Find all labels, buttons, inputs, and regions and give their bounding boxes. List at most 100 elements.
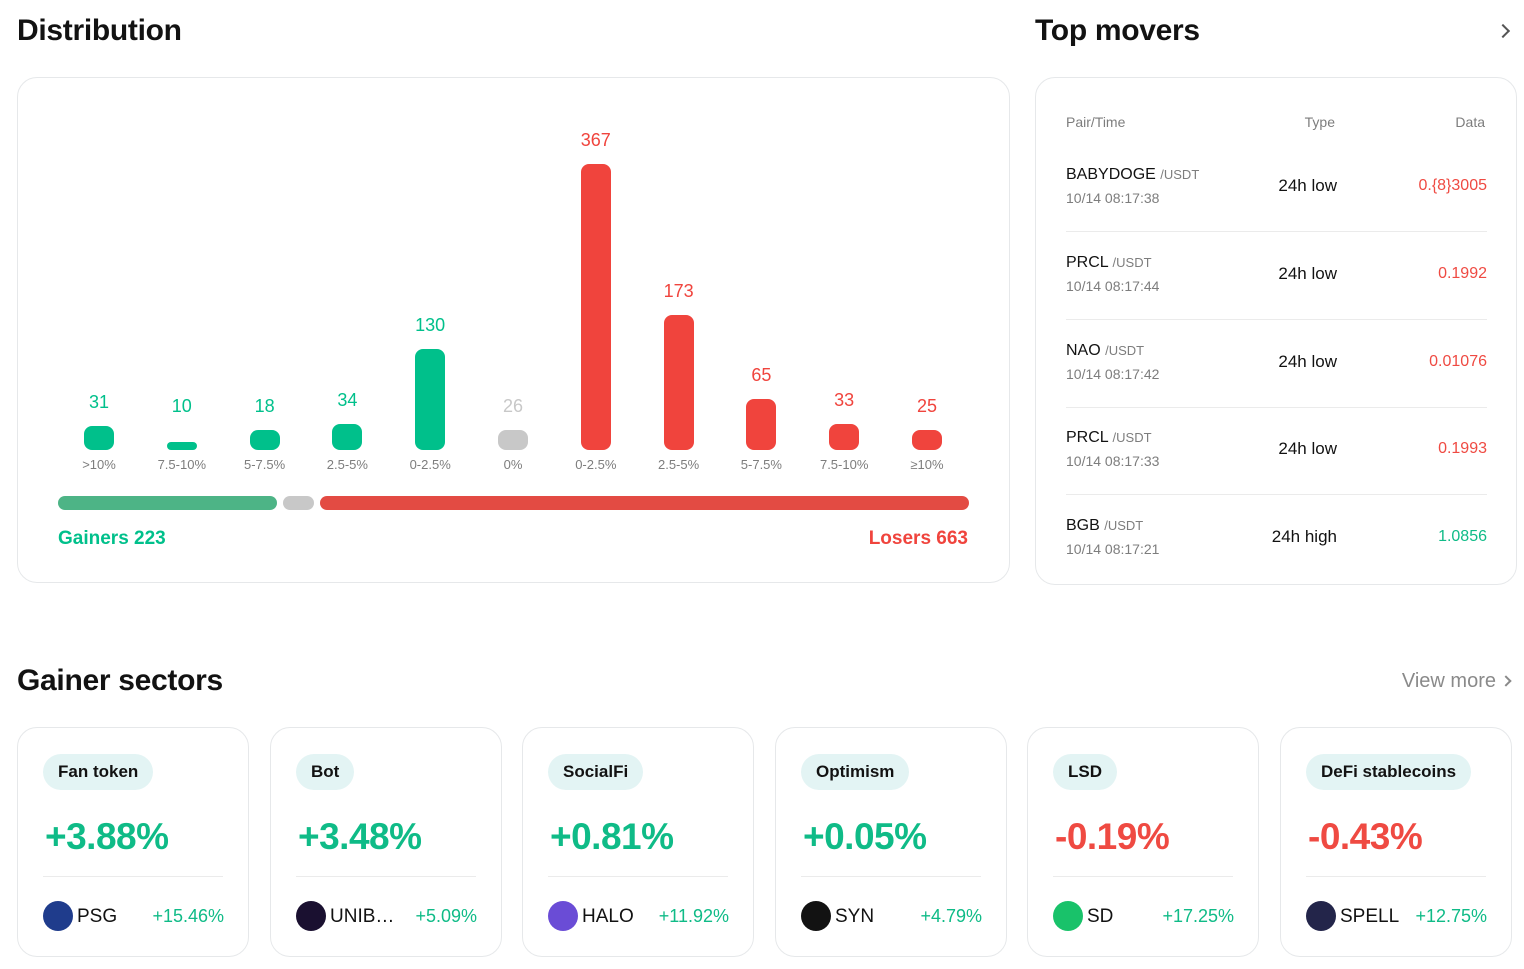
sector-tag: Optimism	[801, 754, 910, 790]
mover-data: 1.0856	[1438, 528, 1487, 545]
bar-value-label: 25	[916, 396, 938, 416]
sector-card[interactable]: Bot +3.48% UNIBOT +5.09%	[270, 727, 502, 957]
sector-change: -0.43%	[1308, 816, 1423, 857]
mover-time: 10/14 08:17:44	[1066, 278, 1160, 294]
losers-split-bar	[320, 496, 969, 510]
sector-card[interactable]: DeFi stablecoins -0.43% SPELL +12.75%	[1280, 727, 1512, 957]
coin-name: SD	[1087, 906, 1114, 927]
divider	[43, 876, 223, 877]
divider	[548, 876, 728, 877]
divider	[1053, 876, 1233, 877]
bar[interactable]	[912, 430, 942, 450]
bar[interactable]	[746, 399, 777, 450]
sector-change: +0.81%	[550, 816, 674, 857]
spell-coin-icon	[1306, 901, 1336, 931]
halo-coin-icon	[548, 901, 578, 931]
bar-value-label: 65	[751, 365, 772, 385]
mover-type: 24h low	[1278, 439, 1337, 458]
sector-card[interactable]: SocialFi +0.81% HALO +11.92%	[522, 727, 754, 957]
coin-name: UNIBOT	[330, 906, 396, 927]
bar-value-label: 26	[502, 396, 524, 416]
sector-tag: DeFi stablecoins	[1306, 754, 1472, 790]
mover-pair-base: BABYDOGE	[1066, 166, 1156, 183]
distribution-card: 31 >10% 10 7.5-10% 18 5-7.5% 34 2.5-5% 130 0-2.5%…	[17, 77, 1010, 583]
top-movers-title[interactable]: Top movers	[1035, 14, 1200, 47]
bar-category-label: >10%	[82, 457, 116, 472]
sector-card[interactable]: LSD -0.19% SD +17.25%	[1027, 727, 1259, 957]
top-movers-card: Pair/Time Type Data BABYDOGE /USDT 10/14…	[1035, 77, 1517, 585]
mover-row[interactable]: PRCL /USDT 10/14 08:17:33 24h low 0.1993	[1066, 407, 1487, 495]
coin-change: +15.46%	[152, 906, 224, 926]
bar[interactable]	[166, 442, 197, 450]
bar-category-label: ≥10%	[910, 457, 944, 472]
sector-tag: LSD	[1053, 754, 1117, 790]
bar[interactable]	[415, 349, 446, 450]
bar[interactable]	[332, 424, 363, 450]
mover-pair-quote: /USDT	[1160, 167, 1200, 182]
view-more-link[interactable]: View more	[1402, 670, 1496, 693]
mover-pair-quote: /USDT	[1112, 255, 1152, 270]
mover-type: 24h high	[1271, 527, 1337, 546]
bar-value-label: 31	[88, 392, 110, 412]
mover-data: 0.{8}3005	[1418, 177, 1487, 194]
mover-time: 10/14 08:17:21	[1066, 541, 1160, 557]
coin-change: +4.79%	[920, 906, 982, 926]
mover-pair-base: PRCL	[1066, 254, 1109, 271]
sector-tag: SocialFi	[548, 754, 644, 790]
bar[interactable]	[249, 430, 280, 450]
mover-row[interactable]: BGB /USDT 10/14 08:17:21 24h high 1.0856	[1066, 495, 1487, 583]
mover-row[interactable]: PRCL /USDT 10/14 08:17:44 24h low 0.1992	[1066, 232, 1487, 320]
gainers-split-bar	[58, 496, 277, 510]
bar-value-label: 173	[663, 281, 694, 301]
mover-data: 0.1992	[1438, 265, 1487, 282]
view-more-chevron-right-icon[interactable]	[1500, 675, 1512, 687]
coin-change: +17.25%	[1162, 906, 1234, 926]
sector-card[interactable]: Fan token +3.88% PSG +15.46%	[17, 727, 249, 957]
coin-change: +12.75%	[1415, 906, 1487, 926]
pair-time-header: Pair/Time	[1066, 114, 1126, 130]
mover-row[interactable]: BABYDOGE /USDT 10/14 08:17:38 24h low 0.…	[1066, 144, 1487, 232]
bar-category-label: 5-7.5%	[740, 457, 782, 472]
bar-category-label: 2.5-5%	[657, 457, 700, 472]
flat-split-bar	[283, 496, 314, 510]
coin-name: HALO	[582, 906, 634, 927]
data-header: Data	[1455, 114, 1485, 130]
syn-coin-icon	[801, 901, 831, 931]
sector-card[interactable]: Optimism +0.05% SYN +4.79%	[775, 727, 1007, 957]
bar-category-label: 0-2.5%	[409, 457, 451, 472]
mover-type: 24h low	[1278, 264, 1337, 283]
divider	[1306, 876, 1486, 877]
bar-category-label: 5-7.5%	[243, 457, 286, 472]
sector-change: +0.05%	[803, 816, 927, 857]
mover-time: 10/14 08:17:33	[1066, 453, 1160, 469]
mover-pair-base: BGB	[1066, 517, 1100, 534]
unibot-coin-icon	[296, 901, 326, 931]
mover-pair-quote: /USDT	[1105, 343, 1145, 358]
mover-pair-base: PRCL	[1066, 429, 1109, 446]
coin-name: SYN	[835, 906, 875, 927]
mover-time: 10/14 08:17:38	[1066, 190, 1160, 206]
sector-change: +3.88%	[45, 816, 169, 857]
mover-pair-base: NAO	[1066, 342, 1101, 359]
bar[interactable]	[663, 315, 694, 450]
top-movers-chevron-right-icon[interactable]	[1495, 23, 1511, 39]
mover-time: 10/14 08:17:42	[1066, 366, 1160, 382]
bar-category-label: 0%	[503, 457, 523, 472]
mover-type: 24h low	[1278, 352, 1337, 371]
gainers-count-label: Gainers 223	[58, 528, 166, 549]
divider	[296, 876, 476, 877]
bar[interactable]	[498, 430, 528, 450]
bar[interactable]	[84, 426, 114, 450]
bar[interactable]	[580, 164, 611, 450]
bar-category-label: 7.5-10%	[819, 457, 869, 472]
bar-value-label: 130	[415, 315, 446, 335]
losers-count-label: Losers 663	[868, 528, 968, 549]
coin-name: SPELL	[1340, 906, 1400, 927]
bar[interactable]	[829, 424, 860, 450]
gainer-sectors-title: Gainer sectors	[17, 664, 223, 697]
mover-row[interactable]: NAO /USDT 10/14 08:17:42 24h low 0.01076	[1066, 320, 1487, 408]
bar-category-label: 0-2.5%	[575, 457, 617, 472]
bar-value-label: 367	[580, 130, 611, 150]
mover-pair-quote: /USDT	[1104, 518, 1144, 533]
bar-value-label: 18	[254, 396, 275, 416]
